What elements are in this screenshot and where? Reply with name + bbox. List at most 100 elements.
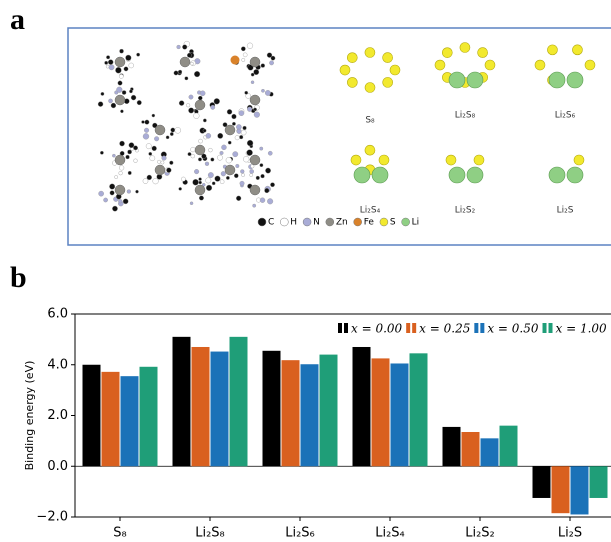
atom <box>208 148 212 152</box>
atom <box>98 102 103 107</box>
y-tick-label: 4.0 <box>47 357 68 372</box>
atom <box>250 169 254 173</box>
atom <box>251 165 255 169</box>
atom <box>237 129 242 134</box>
bar <box>192 347 210 466</box>
atom <box>247 43 253 49</box>
atom <box>126 55 132 61</box>
bar <box>462 432 480 466</box>
atom <box>206 133 211 138</box>
atom <box>118 199 122 203</box>
atom <box>109 65 114 70</box>
atom <box>254 69 259 74</box>
atom <box>474 155 484 165</box>
atom <box>115 57 125 67</box>
atom <box>225 165 235 175</box>
x-tick-label: Li₂S₈ <box>195 526 225 541</box>
atom <box>146 143 151 148</box>
atom <box>467 167 483 183</box>
atom <box>574 155 584 165</box>
bar <box>263 351 281 466</box>
atom <box>242 58 245 61</box>
atom <box>240 170 244 174</box>
bar <box>500 426 518 467</box>
legend-marker <box>402 218 410 226</box>
atom <box>251 81 254 84</box>
bar <box>102 372 120 466</box>
atom <box>271 56 275 60</box>
atom <box>128 150 132 154</box>
y-tick-label: −2.0 <box>36 510 68 525</box>
atom <box>265 168 270 173</box>
atom <box>194 113 200 119</box>
atom <box>152 114 155 117</box>
atom <box>256 176 260 180</box>
atom <box>116 87 122 93</box>
atom <box>174 71 178 75</box>
atom <box>268 151 272 155</box>
atom <box>239 135 243 139</box>
x-tick-label: S₈ <box>113 526 126 541</box>
atom <box>205 162 209 166</box>
atom <box>150 156 155 161</box>
atom <box>379 155 389 165</box>
atom <box>187 53 191 57</box>
atom <box>365 145 375 155</box>
x-tick-label: Li₂S₂ <box>465 526 495 541</box>
bar <box>443 427 461 466</box>
legend-label: Zn <box>336 218 348 228</box>
atom <box>245 91 248 94</box>
legend-label: N <box>313 218 320 228</box>
atom <box>435 60 445 70</box>
atom <box>115 175 118 178</box>
atom <box>195 100 205 110</box>
atom <box>234 174 238 178</box>
atom <box>127 190 131 194</box>
atom <box>247 150 253 156</box>
atom <box>115 95 125 105</box>
atom <box>123 199 128 204</box>
atom <box>137 100 142 105</box>
legend-swatch <box>474 323 478 333</box>
atom <box>347 77 357 87</box>
atom <box>112 206 117 211</box>
atom <box>136 53 139 56</box>
atom <box>200 91 205 96</box>
bar <box>301 364 319 466</box>
atom <box>198 158 201 161</box>
legend-label: C <box>268 218 274 228</box>
molecule-label: Li₂S₆ <box>555 111 576 121</box>
atom <box>199 178 202 181</box>
atom <box>191 154 195 158</box>
atom <box>217 155 222 160</box>
atom <box>467 72 483 88</box>
atom <box>119 166 124 171</box>
atom <box>203 119 206 122</box>
atom <box>247 107 252 112</box>
atom <box>243 156 249 162</box>
atom <box>449 167 465 183</box>
legend-label: Fe <box>364 218 375 228</box>
legend-label: x = 1.00 <box>556 322 608 336</box>
x-tick-label: Li₂S₆ <box>285 526 315 541</box>
atom <box>120 110 123 113</box>
atom <box>236 196 241 201</box>
atom <box>162 156 167 161</box>
legend-label: x = 0.25 <box>419 322 470 336</box>
atom <box>218 133 223 138</box>
atom <box>383 77 393 87</box>
bar <box>372 358 390 466</box>
atom <box>120 49 124 53</box>
bar <box>590 466 608 498</box>
atom <box>235 135 240 140</box>
atom <box>179 187 182 190</box>
atom <box>131 95 136 100</box>
atom <box>141 120 144 123</box>
atom <box>253 204 256 207</box>
atom <box>188 152 191 155</box>
atom <box>260 163 263 166</box>
atom <box>152 146 157 151</box>
atom <box>206 185 212 191</box>
atom <box>446 155 456 165</box>
legend-marker <box>280 218 288 226</box>
